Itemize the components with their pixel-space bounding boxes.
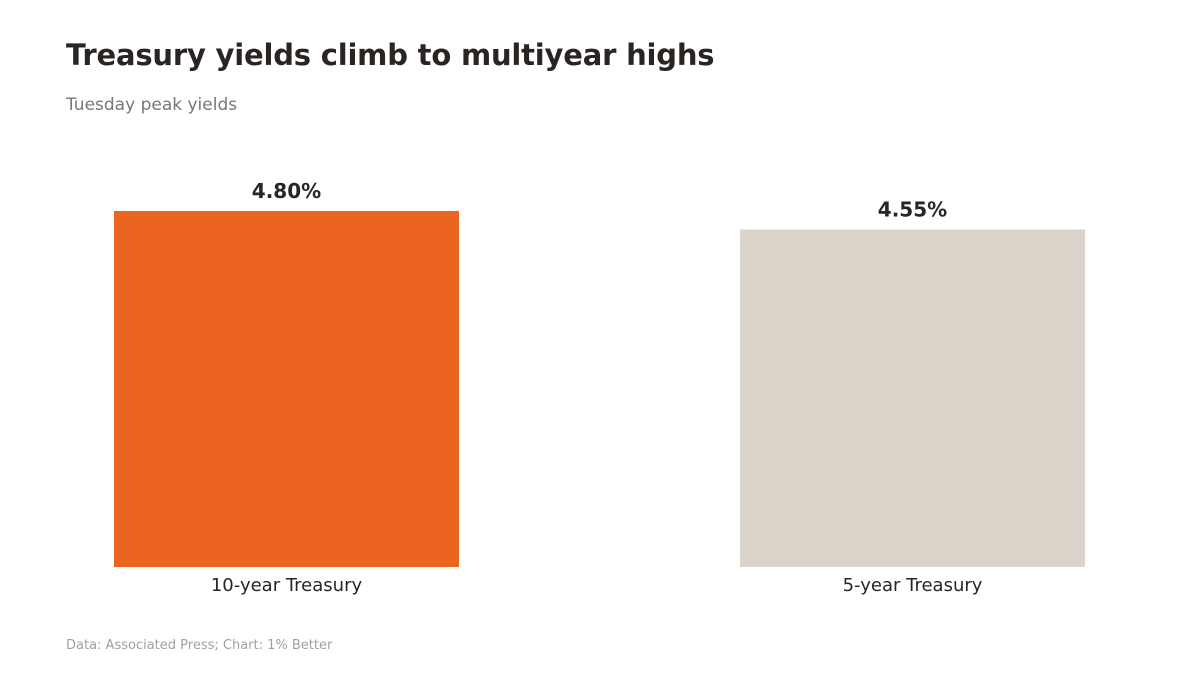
bar-10-year <box>114 211 459 567</box>
chart-subtitle: Tuesday peak yields <box>66 95 238 115</box>
bar-value-label: 4.80% <box>252 179 321 203</box>
source-note: Data: Associated Press; Chart: 1% Better <box>66 638 333 653</box>
chart-title: Treasury yields climb to multiyear highs <box>66 38 715 72</box>
bar-value-label: 4.55% <box>878 198 947 222</box>
category-label: 10-year Treasury <box>211 575 363 596</box>
bar-5-year <box>740 229 1085 567</box>
category-label: 5-year Treasury <box>843 575 983 596</box>
